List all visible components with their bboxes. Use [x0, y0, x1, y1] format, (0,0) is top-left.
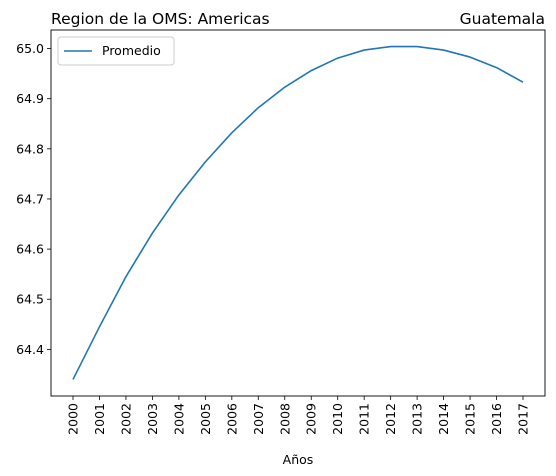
- x-tick-label: 2008: [277, 403, 292, 435]
- x-tick-label: 2013: [410, 403, 425, 435]
- x-axis-label: Años: [283, 452, 314, 467]
- y-tick-label: 64.6: [16, 242, 44, 257]
- x-tick-label: 2002: [118, 403, 133, 435]
- plot-area: [51, 30, 545, 396]
- y-tick-label: 64.5: [16, 292, 44, 307]
- x-tick-label: 2000: [66, 403, 81, 435]
- chart-title-left: Region de la OMS: Americas: [51, 10, 270, 28]
- y-axis-ticks: 64.4 64.5 64.6 64.7 64.8 64.9 65.0: [16, 41, 51, 357]
- y-tick-label: 65.0: [16, 41, 44, 56]
- x-tick-label: 2015: [463, 403, 478, 435]
- x-tick-label: 2003: [145, 403, 160, 435]
- x-tick-label: 2005: [198, 403, 213, 435]
- chart-title-right: Guatemala: [460, 10, 545, 28]
- x-tick-label: 2010: [330, 403, 345, 435]
- x-tick-label: 2006: [224, 403, 239, 435]
- x-tick-label: 2012: [383, 403, 398, 435]
- plot-frame: [50, 29, 546, 397]
- series-line-promedio: [72, 45, 524, 380]
- legend: Promedio: [57, 36, 175, 66]
- y-tick-label: 64.4: [16, 342, 44, 357]
- y-tick-label: 64.9: [16, 91, 44, 106]
- x-axis-ticks: 2000 2001 2002 2003 2004 2005 2006 2007 2008 2009…: [66, 396, 531, 435]
- x-tick-label: 2001: [92, 403, 107, 435]
- y-tick-label: 64.8: [16, 141, 44, 156]
- series-layer: [72, 45, 524, 380]
- x-tick-label: 2009: [304, 403, 319, 435]
- y-tick-label: 64.7: [16, 191, 44, 206]
- x-tick-label: 2007: [251, 403, 266, 435]
- x-tick-label: 2017: [516, 403, 531, 435]
- x-tick-label: 2004: [171, 403, 186, 435]
- legend-box: [57, 36, 175, 66]
- legend-label-promedio: Promedio: [102, 43, 161, 58]
- x-tick-label: 2011: [357, 403, 372, 435]
- x-tick-label: 2016: [489, 403, 504, 435]
- x-tick-label: 2014: [436, 403, 451, 435]
